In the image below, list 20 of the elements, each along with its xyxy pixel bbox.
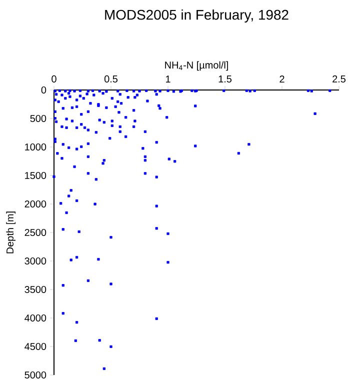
y-axis-title: Depth [m] <box>6 212 16 254</box>
y-tick-label: 2500 <box>24 228 46 236</box>
y-tick-label: 1500 <box>25 172 46 180</box>
y-tick-label: 1000 <box>25 143 46 151</box>
y-tick-label: 2000 <box>24 200 46 208</box>
x-tick-label: 1 <box>166 76 170 82</box>
x-tick-label: 0.5 <box>104 75 118 82</box>
x-tick-label: 1.5 <box>218 76 232 82</box>
x-axis-title: NH$_{4}$-N [µmol/l] <box>165 61 228 71</box>
y-tick-label: 500 <box>30 114 46 122</box>
y-tick-label: 3500 <box>24 286 46 294</box>
x-tick-label: 0 <box>52 75 56 82</box>
y-tick-label: 5000 <box>24 371 46 379</box>
y-tick-label: 4000 <box>24 314 46 322</box>
y-tick-label: 0 <box>41 86 46 94</box>
x-tick-label: 2.5 <box>332 75 346 82</box>
y-tick-label: 4500 <box>24 342 46 350</box>
chart-title: MODS2005 in February, 1982 <box>105 10 288 23</box>
x-tick-label: 2 <box>280 76 284 82</box>
y-tick-label: 3000 <box>24 257 46 265</box>
